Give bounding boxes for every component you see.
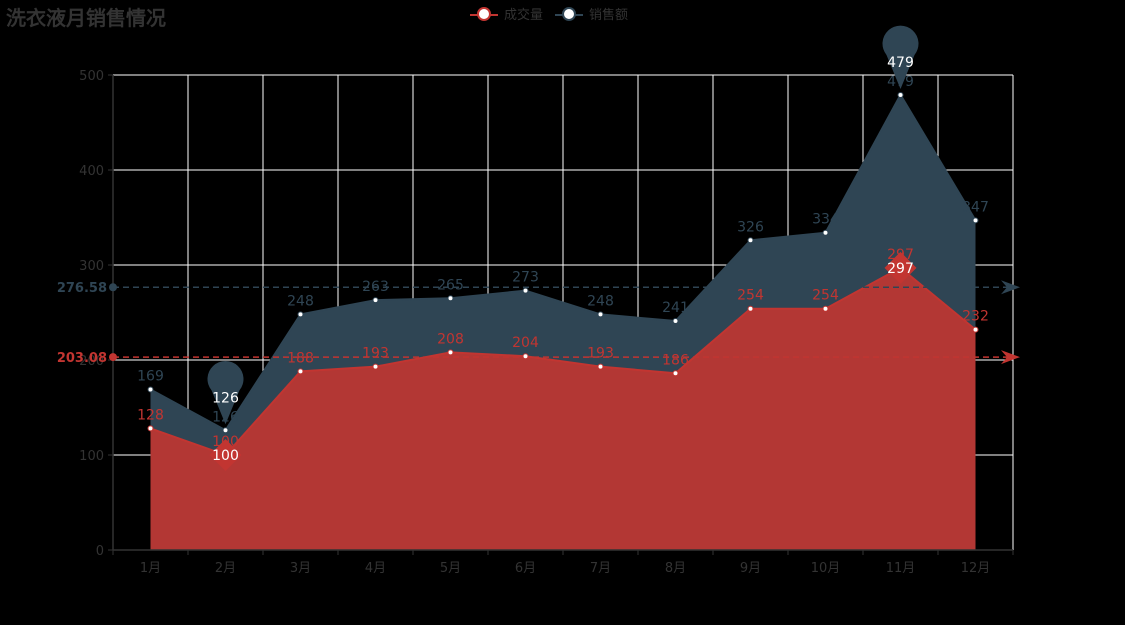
data-label: 254 bbox=[812, 288, 839, 304]
data-point bbox=[672, 370, 679, 377]
series-area-trade bbox=[150, 267, 976, 550]
diamond-marker-icon bbox=[884, 251, 917, 284]
x-tick-label: 10月 bbox=[811, 561, 841, 576]
x-tick-label: 8月 bbox=[665, 561, 686, 576]
data-label: 347 bbox=[962, 199, 989, 215]
data-label: 326 bbox=[737, 219, 764, 235]
data-label: 273 bbox=[512, 270, 539, 286]
data-point bbox=[597, 363, 604, 370]
data-point bbox=[897, 91, 904, 98]
data-label: 193 bbox=[587, 346, 614, 362]
average-label: 276.58 bbox=[57, 281, 107, 296]
x-tick-label: 5月 bbox=[440, 561, 461, 576]
x-tick-label: 4月 bbox=[365, 561, 386, 576]
data-label: 265 bbox=[437, 277, 464, 293]
data-label: 188 bbox=[287, 350, 314, 366]
data-point bbox=[372, 297, 379, 304]
data-point bbox=[147, 386, 154, 393]
marker-label: 100 bbox=[212, 448, 239, 464]
data-label: 254 bbox=[737, 288, 764, 304]
data-point bbox=[222, 427, 229, 434]
data-label: 169 bbox=[137, 368, 164, 384]
marker-label: 479 bbox=[887, 55, 914, 71]
diamond-marker-icon bbox=[209, 439, 242, 471]
marker-label: 126 bbox=[212, 390, 239, 406]
data-label: 204 bbox=[512, 335, 539, 351]
y-tick-label: 400 bbox=[79, 164, 104, 179]
y-tick-label: 100 bbox=[79, 449, 104, 464]
y-tick-label: 200 bbox=[79, 354, 104, 369]
legend-swatch-trade-icon bbox=[470, 6, 498, 21]
average-start-dot bbox=[109, 353, 117, 362]
pin-marker-icon bbox=[207, 360, 244, 425]
y-tick-label: 0 bbox=[96, 544, 104, 559]
x-tick-label: 9月 bbox=[740, 561, 761, 576]
pin-marker-icon bbox=[882, 25, 919, 89]
data-label: 241 bbox=[662, 300, 689, 316]
data-point bbox=[822, 229, 829, 236]
x-tick-label: 11月 bbox=[886, 561, 916, 576]
average-arrow-icon bbox=[1001, 350, 1020, 365]
marker-label: 297 bbox=[887, 261, 914, 277]
data-label: 263 bbox=[362, 279, 389, 295]
data-point bbox=[747, 305, 754, 312]
legend-swatch-sales-icon bbox=[555, 6, 584, 21]
legend-label-trade: 成交量 bbox=[504, 8, 544, 23]
chart-title: 洗衣液月销售情况 bbox=[6, 6, 166, 30]
data-label: 128 bbox=[137, 407, 164, 423]
data-point bbox=[972, 326, 979, 333]
x-tick-label: 3月 bbox=[290, 561, 311, 576]
average-arrow-icon bbox=[1001, 280, 1020, 295]
data-point bbox=[297, 311, 304, 318]
data-label: 186 bbox=[662, 352, 689, 368]
y-tick-label: 300 bbox=[79, 259, 104, 274]
x-tick-label: 12月 bbox=[961, 561, 991, 576]
series-line-sales bbox=[150, 92, 977, 432]
data-label: 193 bbox=[362, 346, 389, 362]
data-label: 208 bbox=[437, 331, 464, 347]
data-point bbox=[747, 237, 754, 244]
data-point bbox=[297, 368, 304, 375]
x-tick-label: 7月 bbox=[590, 561, 611, 576]
data-point bbox=[447, 349, 454, 356]
legend: 成交量 销售额 bbox=[470, 4, 628, 23]
data-label: 248 bbox=[287, 293, 314, 309]
max-marker-trade: 297 bbox=[884, 251, 917, 284]
data-point bbox=[522, 287, 529, 294]
min-marker-trade: 100 bbox=[209, 439, 242, 471]
legend-label-sales: 销售额 bbox=[589, 8, 629, 23]
data-point bbox=[597, 311, 604, 318]
max-marker-sales: 479 bbox=[882, 25, 919, 89]
average-start-dot bbox=[109, 283, 117, 292]
data-point bbox=[147, 425, 154, 432]
y-tick-label: 500 bbox=[79, 69, 104, 84]
data-point bbox=[522, 353, 529, 360]
legend-item-trade[interactable]: 成交量 bbox=[470, 4, 543, 23]
data-point bbox=[672, 318, 679, 325]
x-tick-label: 1月 bbox=[140, 561, 161, 576]
x-tick-label: 6月 bbox=[515, 561, 536, 576]
x-tick-label: 2月 bbox=[215, 561, 236, 576]
data-point bbox=[822, 305, 829, 312]
series-line-trade bbox=[150, 266, 977, 457]
data-label: 334 bbox=[812, 212, 839, 228]
legend-item-sales[interactable]: 销售额 bbox=[555, 4, 628, 23]
data-point bbox=[972, 217, 979, 224]
data-label: 248 bbox=[587, 293, 614, 309]
data-label: 232 bbox=[962, 309, 989, 325]
data-point bbox=[372, 363, 379, 370]
data-point bbox=[447, 295, 454, 302]
min-marker-sales: 126 bbox=[207, 360, 244, 425]
average-label: 203.08 bbox=[57, 351, 107, 366]
